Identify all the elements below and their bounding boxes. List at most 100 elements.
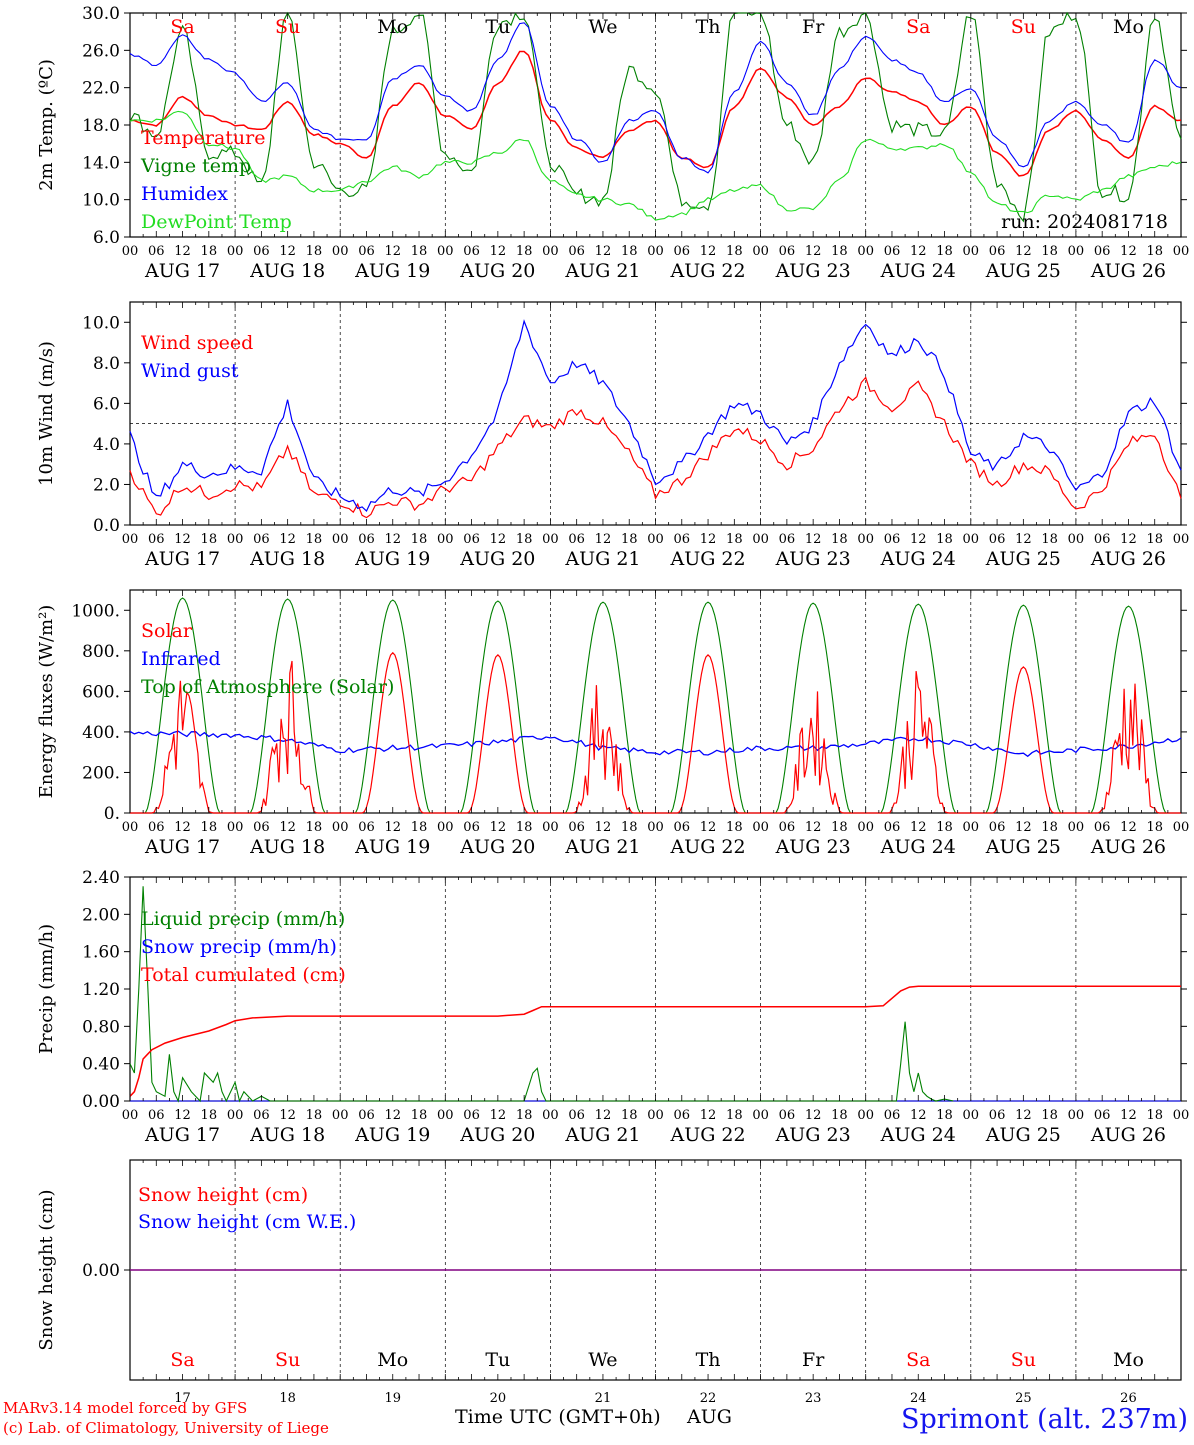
wind-hour-label: 18 xyxy=(201,532,218,547)
precip-date-label: AUG 20 xyxy=(459,1124,535,1146)
wind-hour-label: 18 xyxy=(831,532,848,547)
energy-date-label: AUG 17 xyxy=(144,836,220,858)
temp-hour-label: 12 xyxy=(174,244,191,259)
precip-hour-label: 18 xyxy=(621,1108,638,1123)
temp-hour-label: 18 xyxy=(306,244,323,259)
precip-hour-label: 06 xyxy=(358,1108,375,1123)
precip-hour-label: 12 xyxy=(490,1108,507,1123)
wind-date-label: AUG 26 xyxy=(1090,548,1166,570)
energy-hour-label: 18 xyxy=(1041,820,1058,835)
snow-legend-entry: Snow height (cm) xyxy=(138,1184,308,1206)
energy-hour-label: 18 xyxy=(726,820,743,835)
energy-hour-label: 00 xyxy=(647,820,664,835)
temp-hour-label: 18 xyxy=(411,244,428,259)
energy-hour-label: 12 xyxy=(279,820,296,835)
temp-date-label: AUG 20 xyxy=(459,260,535,282)
snow-weekday-label: Tu xyxy=(485,1349,510,1371)
wind-hour-label: 00 xyxy=(437,532,454,547)
energy-y-tick-label: 200. xyxy=(82,763,120,783)
energy-hour-label: 18 xyxy=(831,820,848,835)
day-number-label: 20 xyxy=(490,1391,507,1406)
temp-hour-label: 06 xyxy=(568,244,585,259)
wind-hour-label: 00 xyxy=(1173,532,1190,547)
precip-hour-label: 00 xyxy=(122,1108,139,1123)
temp-hour-label: 12 xyxy=(384,244,401,259)
precip-date-label: AUG 24 xyxy=(880,1124,956,1146)
temp-weekday-label: Sa xyxy=(170,16,194,38)
day-number-label: 17 xyxy=(174,1391,191,1406)
precip-hour-label: 00 xyxy=(752,1108,769,1123)
temp-legend-entry: Vigne temp xyxy=(140,155,251,177)
temp-y-tick-label: 14.0 xyxy=(82,153,120,173)
day-number-label: 26 xyxy=(1120,1391,1137,1406)
temp-date-label: AUG 24 xyxy=(880,260,956,282)
precip-hour-label: 18 xyxy=(1146,1108,1163,1123)
snow-weekday-label: Th xyxy=(696,1349,721,1371)
precip-hour-label: 12 xyxy=(700,1108,717,1123)
temp-weekday-label: Mo xyxy=(1113,16,1144,38)
wind-hour-label: 00 xyxy=(1068,532,1085,547)
temp-date-label: AUG 23 xyxy=(775,260,851,282)
precip-hour-label: 18 xyxy=(726,1108,743,1123)
wind-y-tick-label: 0.0 xyxy=(93,516,120,536)
wind-hour-label: 12 xyxy=(595,532,612,547)
energy-legend-entry: Solar xyxy=(141,620,193,642)
precip-hour-label: 06 xyxy=(463,1108,480,1123)
wind-series-blue xyxy=(129,319,1182,512)
snow-y-axis-label: Snow height (cm) xyxy=(36,1189,57,1350)
temp-hour-label: 06 xyxy=(358,244,375,259)
precip-legend-entry: Liquid precip (mm/h) xyxy=(141,908,345,930)
wind-date-label: AUG 22 xyxy=(669,548,745,570)
precip-y-tick-label: 1.60 xyxy=(82,943,120,963)
wind-hour-label: 00 xyxy=(332,532,349,547)
energy-date-label: AUG 23 xyxy=(775,836,851,858)
temp-hour-label: 00 xyxy=(122,244,139,259)
day-number-label: 18 xyxy=(279,1391,296,1406)
precip-hour-label: 06 xyxy=(674,1108,691,1123)
temp-hour-label: 00 xyxy=(752,244,769,259)
wind-date-label: AUG 20 xyxy=(459,548,535,570)
energy-date-label: AUG 18 xyxy=(249,836,325,858)
wind-date-label: AUG 18 xyxy=(249,548,325,570)
temp-hour-label: 12 xyxy=(595,244,612,259)
snow-weekday-label: Mo xyxy=(1113,1349,1144,1371)
energy-hour-label: 18 xyxy=(411,820,428,835)
snow-weekday-label: Fr xyxy=(802,1349,825,1371)
footer-month-label: AUG xyxy=(686,1406,732,1428)
temp-hour-label: 00 xyxy=(963,244,980,259)
temp-y-tick-label: 6.0 xyxy=(93,228,120,248)
wind-hour-label: 06 xyxy=(253,532,270,547)
temp-hour-label: 06 xyxy=(884,244,901,259)
temp-hour-label: 06 xyxy=(463,244,480,259)
precip-hour-label: 06 xyxy=(884,1108,901,1123)
snow-y-tick-label: 0.00 xyxy=(82,1261,120,1281)
temp-series-lightgreen xyxy=(129,110,1182,221)
precip-hour-label: 00 xyxy=(647,1108,664,1123)
precip-hour-label: 06 xyxy=(568,1108,585,1123)
day-number-label: 21 xyxy=(595,1391,612,1406)
temp-date-label: AUG 25 xyxy=(985,260,1061,282)
temp-series-blue xyxy=(129,22,1182,174)
temp-hour-label: 00 xyxy=(1068,244,1085,259)
energy-hour-label: 00 xyxy=(1173,820,1190,835)
energy-y-tick-label: 0. xyxy=(104,804,120,824)
precip-hour-label: 12 xyxy=(279,1108,296,1123)
day-number-label: 25 xyxy=(1015,1391,1032,1406)
precip-y-axis-label: Precip (mm/h) xyxy=(36,924,57,1054)
precip-hour-label: 12 xyxy=(1120,1108,1137,1123)
temp-date-label: AUG 26 xyxy=(1090,260,1166,282)
wind-hour-label: 00 xyxy=(857,532,874,547)
wind-date-label: AUG 24 xyxy=(880,548,956,570)
wind-hour-label: 06 xyxy=(989,532,1006,547)
wind-hour-label: 18 xyxy=(1041,532,1058,547)
energy-frame xyxy=(129,589,1182,814)
energy-hour-label: 12 xyxy=(490,820,507,835)
wind-hour-label: 12 xyxy=(910,532,927,547)
precip-date-label: AUG 21 xyxy=(564,1124,640,1146)
energy-hour-label: 06 xyxy=(779,820,796,835)
temp-hour-label: 12 xyxy=(490,244,507,259)
precip-hour-label: 00 xyxy=(227,1108,244,1123)
energy-hour-label: 06 xyxy=(463,820,480,835)
energy-y-tick-label: 400. xyxy=(82,723,120,743)
